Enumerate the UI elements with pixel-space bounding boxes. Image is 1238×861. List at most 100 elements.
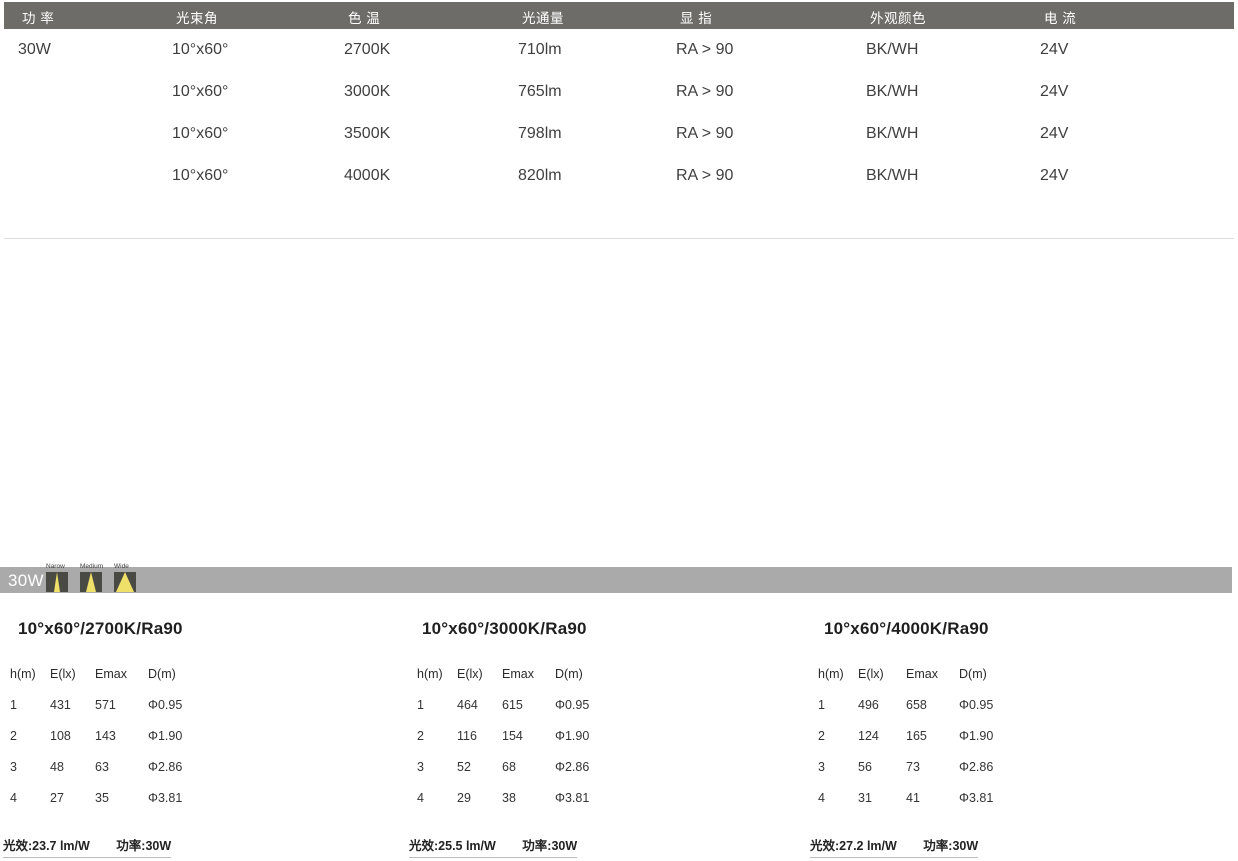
table-row: 10°x60° 3000K 765lm RA > 90 BK/WH 24V bbox=[0, 71, 1238, 113]
cell-emax: 615 bbox=[502, 698, 523, 712]
beam-medium-glyph bbox=[80, 572, 102, 592]
beam-icon-legend: Narow Medium Wide bbox=[46, 563, 136, 592]
cell-flux: 820lm bbox=[518, 167, 562, 184]
cell-cct: 4000K bbox=[344, 167, 391, 184]
efficacy-label: 光效:27.2 lm/W bbox=[810, 839, 897, 853]
spec-header-cct: 色 温 bbox=[348, 11, 381, 26]
col-header-h: h(m) bbox=[417, 667, 443, 681]
cell-cri: RA > 90 bbox=[676, 41, 734, 58]
col-header-e: E(lx) bbox=[457, 667, 483, 681]
efficacy-label: 光效:23.7 lm/W bbox=[3, 839, 90, 853]
power-label: 功率:30W bbox=[116, 839, 172, 853]
cell-h: 3 bbox=[417, 760, 424, 774]
cell-h: 1 bbox=[818, 698, 825, 712]
cell-emax: 165 bbox=[906, 729, 927, 743]
cell-flux: 765lm bbox=[518, 83, 562, 100]
photometric-row: 1 464 615 Φ0.95 bbox=[404, 698, 804, 729]
cell-emax: 63 bbox=[95, 760, 109, 774]
cell-h: 2 bbox=[818, 729, 825, 743]
cell-cri: RA > 90 bbox=[676, 83, 734, 100]
cell-h: 4 bbox=[417, 791, 424, 805]
beam-wide-glyph bbox=[114, 572, 136, 592]
photometric-row: 1 431 571 Φ0.95 bbox=[0, 698, 400, 729]
cell-cct: 2700K bbox=[344, 41, 391, 58]
cell-current: 24V bbox=[1040, 125, 1069, 142]
col-header-h: h(m) bbox=[818, 667, 844, 681]
cell-emax: 73 bbox=[906, 760, 920, 774]
table-row: 30W 10°x60° 2700K 710lm RA > 90 BK/WH 24… bbox=[0, 29, 1238, 71]
cell-beam: 10°x60° bbox=[172, 167, 229, 184]
photometric-row: 3 52 68 Φ2.86 bbox=[404, 760, 804, 791]
cell-d: Φ3.81 bbox=[148, 791, 183, 805]
cell-e: 48 bbox=[50, 760, 64, 774]
cell-h: 4 bbox=[10, 791, 17, 805]
photometric-grid: h(m) E(lx) Emax D(m) 1 431 571 Φ0.95 2 1… bbox=[0, 667, 400, 822]
cell-d: Φ0.95 bbox=[148, 698, 183, 712]
beam-medium-icon: Medium bbox=[80, 563, 104, 592]
cell-h: 1 bbox=[10, 698, 17, 712]
photometric-row: 2 124 165 Φ1.90 bbox=[804, 729, 1204, 760]
cell-d: Φ0.95 bbox=[959, 698, 994, 712]
table-row: 10°x60° 3500K 798lm RA > 90 BK/WH 24V bbox=[0, 113, 1238, 155]
beam-narrow-glyph bbox=[46, 572, 68, 592]
cell-color: BK/WH bbox=[866, 41, 919, 58]
beam-wide-icon: Wide bbox=[114, 563, 136, 592]
cell-d: Φ2.86 bbox=[959, 760, 994, 774]
cell-h: 2 bbox=[417, 729, 424, 743]
cell-flux: 710lm bbox=[518, 41, 562, 58]
cell-e: 116 bbox=[457, 729, 477, 743]
cell-e: 464 bbox=[457, 698, 478, 712]
cell-current: 24V bbox=[1040, 41, 1069, 58]
cell-h: 3 bbox=[10, 760, 17, 774]
cell-d: Φ3.81 bbox=[959, 791, 994, 805]
cell-emax: 38 bbox=[502, 791, 516, 805]
photometric-row: 4 29 38 Φ3.81 bbox=[404, 791, 804, 822]
table-row: 10°x60° 4000K 820lm RA > 90 BK/WH 24V bbox=[0, 155, 1238, 197]
cell-e: 56 bbox=[858, 760, 872, 774]
photometric-block-title: 10°x60°/2700K/Ra90 bbox=[18, 619, 183, 638]
photometric-footer: 光效:25.5 lm/W 功率:30W bbox=[409, 835, 578, 858]
photometric-section-bar: 30W Narow Medium Wide bbox=[0, 563, 1232, 593]
cell-emax: 41 bbox=[906, 791, 920, 805]
cell-d: Φ3.81 bbox=[555, 791, 590, 805]
cell-h: 3 bbox=[818, 760, 825, 774]
cell-emax: 68 bbox=[502, 760, 516, 774]
col-header-h: h(m) bbox=[10, 667, 36, 681]
photometric-block-title: 10°x60°/3000K/Ra90 bbox=[422, 619, 587, 638]
photometric-block-title: 10°x60°/4000K/Ra90 bbox=[824, 619, 989, 638]
photometric-grid-header: h(m) E(lx) Emax D(m) bbox=[0, 667, 400, 698]
cell-power: 30W bbox=[18, 41, 51, 58]
beam-wide-label: Wide bbox=[114, 563, 129, 570]
cell-cri: RA > 90 bbox=[676, 167, 734, 184]
spec-header-cri: 显 指 bbox=[680, 11, 713, 26]
photometric-row: 4 27 35 Φ3.81 bbox=[0, 791, 400, 822]
spec-header-color: 外观颜色 bbox=[870, 11, 926, 26]
efficacy-label: 光效:25.5 lm/W bbox=[409, 839, 496, 853]
photometric-grid: h(m) E(lx) Emax D(m) 1 464 615 Φ0.95 2 1… bbox=[404, 667, 804, 822]
beam-medium-label: Medium bbox=[80, 563, 104, 570]
photometric-footer: 光效:27.2 lm/W 功率:30W bbox=[810, 835, 979, 858]
cell-color: BK/WH bbox=[866, 83, 919, 100]
cell-d: Φ1.90 bbox=[959, 729, 994, 743]
cell-beam: 10°x60° bbox=[172, 41, 229, 58]
spec-table-body: 30W 10°x60° 2700K 710lm RA > 90 BK/WH 24… bbox=[0, 29, 1238, 197]
col-header-e: E(lx) bbox=[858, 667, 884, 681]
cell-current: 24V bbox=[1040, 83, 1069, 100]
cell-e: 108 bbox=[50, 729, 71, 743]
beam-narrow-label: Narow bbox=[46, 563, 65, 570]
cell-h: 2 bbox=[10, 729, 17, 743]
spec-header-power: 功 率 bbox=[22, 11, 55, 26]
photometric-grid-header: h(m) E(lx) Emax D(m) bbox=[804, 667, 1204, 698]
col-header-emax: Emax bbox=[95, 667, 127, 681]
cell-h: 4 bbox=[818, 791, 825, 805]
photometric-row: 1 496 658 Φ0.95 bbox=[804, 698, 1204, 729]
cell-cct: 3000K bbox=[344, 83, 391, 100]
beam-narrow-icon: Narow bbox=[46, 563, 68, 592]
cell-beam: 10°x60° bbox=[172, 83, 229, 100]
photometric-bar-power-label: 30W bbox=[8, 571, 44, 590]
photometric-row: 3 48 63 Φ2.86 bbox=[0, 760, 400, 791]
col-header-d: D(m) bbox=[148, 667, 176, 681]
cell-d: Φ1.90 bbox=[148, 729, 183, 743]
cell-cct: 3500K bbox=[344, 125, 391, 142]
cell-beam: 10°x60° bbox=[172, 125, 229, 142]
